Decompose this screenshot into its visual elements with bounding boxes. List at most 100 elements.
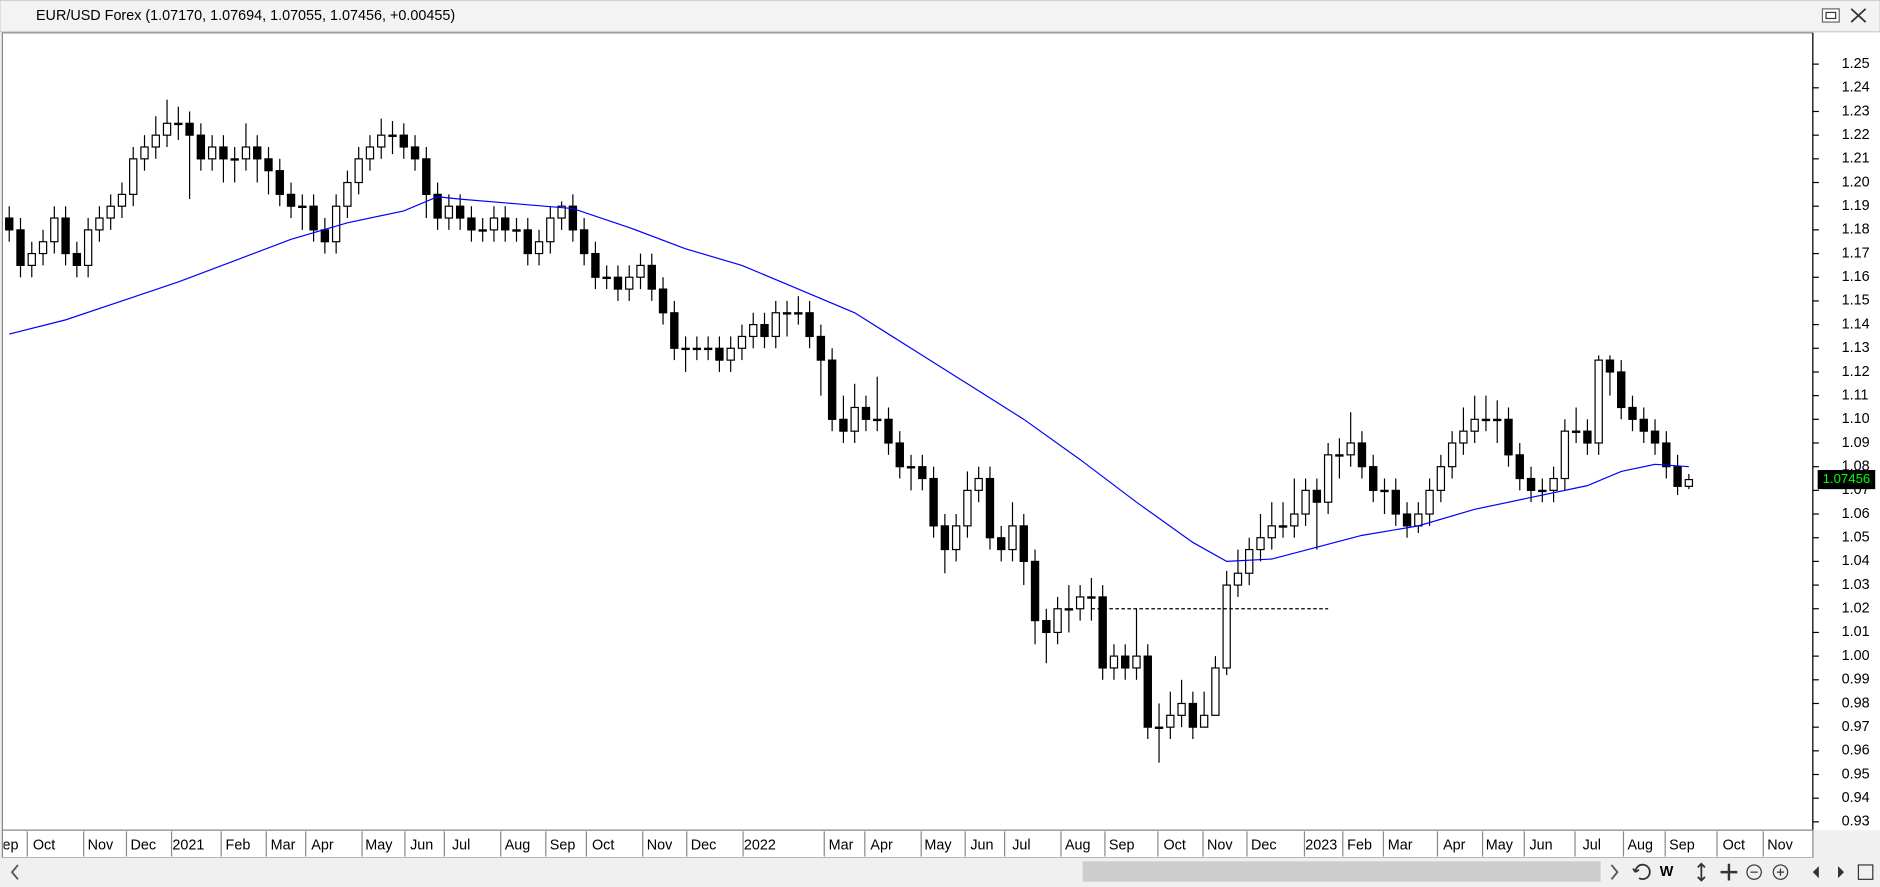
candle-body — [1470, 418, 1479, 432]
x-tick-label: Oct — [1723, 838, 1745, 854]
candle-body — [1380, 489, 1389, 493]
y-tick-label: 0.97 — [1842, 719, 1870, 735]
candle-body — [1075, 596, 1085, 610]
candle-body — [647, 264, 656, 290]
candle-body — [1211, 667, 1220, 716]
candle-body — [1053, 608, 1062, 634]
pan-button[interactable] — [1720, 863, 1738, 881]
y-tick-label: 1.25 — [1842, 56, 1870, 72]
candle-body — [162, 122, 172, 136]
y-tick-label: 1.13 — [1842, 340, 1870, 356]
restore-icon — [1825, 11, 1837, 20]
candle-body — [286, 193, 296, 207]
x-tick-label: Nov — [88, 838, 114, 854]
candle-body — [1087, 596, 1096, 599]
scale-button[interactable] — [1697, 862, 1706, 882]
candle-body — [884, 418, 893, 444]
candle-body — [1267, 525, 1276, 539]
candle-body — [670, 312, 679, 349]
plot — [5, 99, 1694, 763]
candle-body — [1256, 537, 1265, 551]
y-tick-label: 1.15 — [1842, 293, 1870, 309]
candle-body — [331, 205, 341, 243]
zoom-in-button[interactable] — [1772, 864, 1789, 880]
candle-body — [726, 347, 735, 361]
candle-body — [1143, 655, 1152, 728]
candle-body — [534, 241, 544, 255]
scroll-thumb[interactable] — [1082, 861, 1601, 882]
candle-body — [512, 229, 521, 232]
candle-body — [129, 158, 138, 195]
x-tick-label: Mar — [271, 838, 296, 854]
candle-body — [50, 217, 59, 243]
y-tick-label: 1.21 — [1842, 151, 1870, 167]
forward-button[interactable] — [1838, 866, 1845, 879]
x-tick-label: Sep — [1109, 838, 1135, 854]
candle-body — [478, 229, 487, 232]
candle-body — [106, 205, 115, 219]
y-tick-label: 1.23 — [1842, 103, 1870, 119]
x-tick-label: May — [924, 838, 952, 854]
candle-body — [444, 205, 454, 219]
price-axis — [1812, 32, 1880, 831]
candle-body — [1459, 430, 1468, 444]
candle-body — [1098, 596, 1107, 669]
candle-body — [185, 122, 194, 136]
timeframe-button[interactable]: W — [1660, 864, 1674, 880]
candle-body — [174, 122, 183, 126]
table-button[interactable] — [1857, 864, 1874, 880]
candle-body — [1030, 560, 1040, 622]
candle-body — [771, 312, 780, 338]
candle-body — [1425, 489, 1434, 515]
y-tick-label: 1.03 — [1842, 577, 1870, 593]
y-tick-label: 1.04 — [1842, 553, 1870, 569]
candle-body — [320, 229, 330, 243]
candle-body — [5, 217, 14, 231]
candle-body — [749, 324, 758, 338]
y-tick-label: 0.96 — [1842, 743, 1870, 759]
candle-body — [692, 347, 702, 351]
candle-body — [117, 193, 127, 207]
x-tick-label: 2021 — [172, 838, 204, 854]
candle-body — [1369, 466, 1378, 491]
y-tick-label: 0.94 — [1842, 790, 1870, 806]
candle-body — [1166, 714, 1175, 728]
candle-body — [861, 406, 871, 420]
candle-body — [1402, 513, 1412, 527]
x-tick-label: Nov — [647, 838, 673, 854]
y-tick-label: 0.99 — [1842, 672, 1870, 688]
candle-body — [455, 205, 465, 219]
candle-body — [997, 537, 1006, 551]
x-tick-label: Jul — [1012, 838, 1030, 854]
candle-body — [1538, 489, 1547, 493]
candle-body — [298, 205, 307, 209]
candle-body — [579, 229, 589, 255]
candle-body — [196, 134, 206, 160]
scroll-right[interactable] — [1610, 864, 1619, 880]
close-button[interactable] — [1850, 8, 1867, 23]
y-tick-label: 1.18 — [1842, 222, 1870, 238]
moving-average — [9, 196, 1689, 563]
y-tick-label: 1.01 — [1842, 624, 1870, 640]
y-tick-label: 1.02 — [1842, 601, 1870, 617]
candle-body — [1312, 489, 1322, 503]
candle-body — [1628, 406, 1637, 420]
candle-body — [410, 146, 420, 160]
restore-button[interactable] — [1821, 8, 1840, 23]
y-tick-label: 1.24 — [1842, 80, 1870, 96]
back-button[interactable] — [1812, 866, 1819, 879]
scroll-left[interactable] — [10, 864, 19, 880]
y-tick-label: 1.14 — [1842, 316, 1870, 332]
y-tick-label: 1.16 — [1842, 269, 1870, 285]
refresh-button[interactable] — [1632, 863, 1651, 880]
y-tick-label: 0.95 — [1842, 766, 1870, 782]
x-tick-label: May — [365, 838, 393, 854]
candle-body — [613, 276, 623, 290]
candle-body — [1109, 655, 1119, 669]
candle-body — [1042, 620, 1051, 634]
x-tick-label: Apr — [870, 838, 893, 854]
zoom-out-button[interactable] — [1746, 864, 1762, 880]
candle-body — [467, 217, 476, 231]
candle-body — [1639, 418, 1648, 432]
